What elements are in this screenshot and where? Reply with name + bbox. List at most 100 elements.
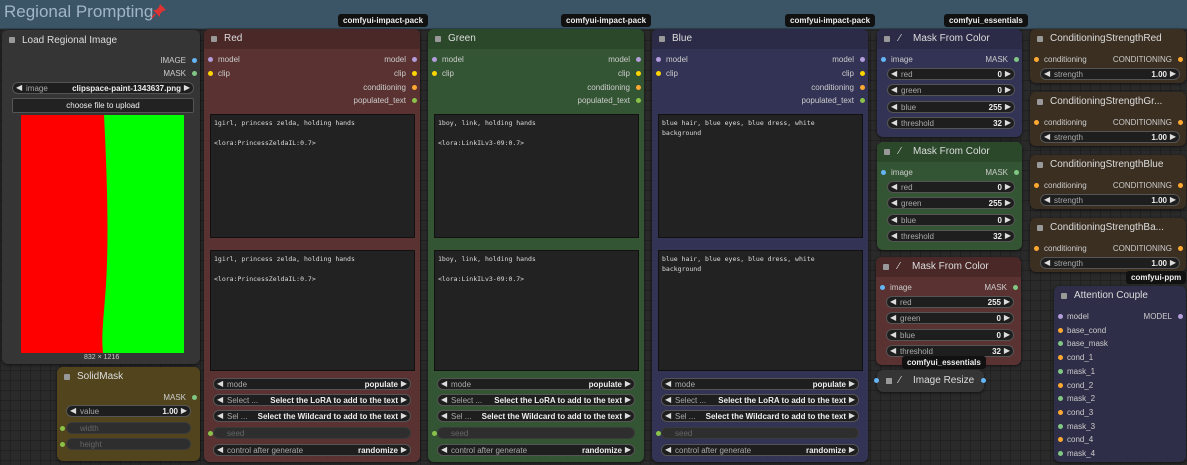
input-conditioning-port[interactable] (1034, 120, 1039, 125)
conditioning-strength-node-blue[interactable]: ConditioningStrengthBlue conditioning CO… (1030, 155, 1186, 209)
threshold-input[interactable]: ◀ threshold 32 ▶ (887, 230, 1015, 242)
mode-select[interactable]: ◀ mode populate ▶ (661, 378, 859, 390)
input-cond-4-port[interactable] (1058, 437, 1063, 443)
input-conditioning-port[interactable] (1034, 246, 1039, 251)
lora-select[interactable]: ◀ Select ... Select the LoRA to add to the… (213, 394, 411, 406)
input-cond-2-port[interactable] (1058, 382, 1063, 388)
arrow-right-icon[interactable]: ▶ (1004, 102, 1011, 111)
green-input[interactable]: ◀ green 0 ▶ (886, 312, 1014, 324)
populated-text-area[interactable]: blue hair, blue eyes, blue dress, white … (658, 250, 863, 371)
node-title-bar[interactable]: ⁄ Mask From Color (877, 142, 1022, 162)
input-image-port[interactable] (880, 285, 885, 290)
input-image-port[interactable] (881, 170, 886, 175)
output-mask-port[interactable] (192, 71, 197, 76)
collapse-icon[interactable] (883, 264, 889, 270)
input-clip-port[interactable] (208, 71, 213, 76)
node-title-bar[interactable]: ConditioningStrengthGr... (1030, 92, 1186, 112)
node-title-bar[interactable]: SolidMask (57, 367, 200, 387)
input-image-port[interactable] (881, 57, 886, 62)
collapse-icon[interactable] (435, 36, 441, 42)
collapse-icon[interactable] (1037, 99, 1043, 105)
arrow-right-icon[interactable]: ▶ (848, 445, 855, 454)
arrow-left-icon[interactable]: ◀ (217, 445, 224, 454)
input-model-port[interactable] (208, 57, 213, 62)
output-image-port[interactable] (192, 58, 197, 63)
arrow-left-icon[interactable]: ◀ (890, 346, 897, 355)
collapse-icon[interactable] (9, 37, 15, 43)
lora-select[interactable]: ◀ Select ... Select the LoRA to add to the… (437, 394, 635, 406)
output-mask-port[interactable] (1014, 170, 1019, 175)
output-conditioning-port[interactable] (412, 85, 417, 90)
conditioning-strength-node-red[interactable]: ConditioningStrengthRed conditioning CON… (1030, 29, 1186, 83)
arrow-right-icon[interactable]: ▶ (1004, 69, 1011, 78)
wildcard-text-area[interactable]: 1boy, link, holding hands <lora:LinkILv3… (434, 114, 639, 238)
arrow-right-icon[interactable]: ▶ (400, 379, 407, 388)
prompt-node-green[interactable]: Green model clip model clip conditioning… (428, 29, 644, 462)
input-mask-1-port[interactable] (1058, 368, 1063, 374)
seed-port[interactable] (656, 431, 661, 436)
output-model-port[interactable] (412, 57, 417, 62)
seed-input[interactable]: seed (213, 427, 411, 439)
arrow-left-icon[interactable]: ◀ (891, 85, 898, 94)
control-after-generate-select[interactable]: ◀ control after generate randomize ▶ (213, 444, 411, 456)
output-populated-text-port[interactable] (636, 98, 641, 103)
arrow-left-icon[interactable]: ◀ (891, 198, 898, 207)
arrow-right-icon[interactable]: ▶ (848, 395, 855, 404)
wildcard-text-area[interactable]: blue hair, blue eyes, blue dress, white … (658, 114, 863, 238)
output-model-port[interactable] (860, 57, 865, 62)
lora-select[interactable]: ◀ Select ... Select the LoRA to add to the… (661, 394, 859, 406)
arrow-right-icon[interactable]: ▶ (1004, 215, 1011, 224)
attention-couple-node[interactable]: Attention Couple MODEL model base_cond bas… (1054, 286, 1186, 462)
arrow-left-icon[interactable]: ◀ (441, 445, 448, 454)
arrow-right-icon[interactable]: ▶ (1004, 182, 1011, 191)
arrow-right-icon[interactable]: ▶ (1004, 118, 1011, 127)
upload-button[interactable]: choose file to upload (12, 98, 194, 113)
output-conditioning-port[interactable] (1178, 57, 1183, 62)
arrow-left-icon[interactable]: ◀ (217, 411, 224, 420)
seed-port[interactable] (432, 431, 437, 436)
arrow-left-icon[interactable]: ◀ (70, 406, 77, 415)
output-conditioning-port[interactable] (860, 85, 865, 90)
width-input[interactable]: width (66, 422, 191, 434)
arrow-right-icon[interactable]: ▶ (624, 379, 631, 388)
node-title-bar[interactable]: ConditioningStrengthRed (1030, 29, 1186, 49)
node-title-bar[interactable]: ConditioningStrengthBa... (1030, 218, 1186, 238)
seed-port[interactable] (208, 431, 213, 436)
arrow-left-icon[interactable]: ◀ (891, 69, 898, 78)
arrow-right-icon[interactable]: ▶ (1003, 313, 1010, 322)
input-conditioning-port[interactable] (1034, 183, 1039, 188)
node-title-bar[interactable]: Red (204, 29, 420, 49)
arrow-right-icon[interactable]: ▶ (624, 411, 631, 420)
output-image-port[interactable] (981, 378, 986, 383)
arrow-left-icon[interactable]: ◀ (441, 395, 448, 404)
blue-input[interactable]: ◀ blue 0 ▶ (887, 214, 1015, 226)
populated-text-area[interactable]: 1girl, princess zelda, holding hands <lo… (210, 250, 415, 371)
output-conditioning-port[interactable] (1178, 183, 1183, 188)
input-conditioning-port[interactable] (1034, 57, 1039, 62)
arrow-right-icon[interactable]: ▶ (624, 445, 631, 454)
arrow-left-icon[interactable]: ◀ (890, 330, 897, 339)
solidmask-node[interactable]: SolidMask MASK ◀ value 1.00 ▶ width height (57, 367, 200, 461)
height-port[interactable] (60, 442, 65, 447)
arrow-right-icon[interactable]: ▶ (1004, 198, 1011, 207)
arrow-right-icon[interactable]: ▶ (400, 395, 407, 404)
output-model-port[interactable] (636, 57, 641, 62)
arrow-left-icon[interactable]: ◀ (1044, 195, 1051, 204)
output-model-port[interactable] (1178, 314, 1183, 319)
output-populated-text-port[interactable] (412, 98, 417, 103)
mask-from-color-node-green[interactable]: ⁄ Mask From Color image MASK ◀ red 0 ▶ ◀ gree… (877, 142, 1022, 250)
collapse-icon[interactable] (211, 36, 217, 42)
arrow-left-icon[interactable]: ◀ (665, 411, 672, 420)
arrow-right-icon[interactable]: ▶ (1003, 297, 1010, 306)
arrow-left-icon[interactable]: ◀ (665, 395, 672, 404)
node-title-bar[interactable]: ⁄ Mask From Color (876, 257, 1021, 277)
arrow-right-icon[interactable]: ▶ (180, 406, 187, 415)
arrow-right-icon[interactable]: ▶ (624, 395, 631, 404)
prompt-node-blue[interactable]: Blue model clip model clip conditioning … (652, 29, 868, 462)
strength-input[interactable]: ◀ strength 1.00 ▶ (1040, 257, 1180, 269)
arrow-left-icon[interactable]: ◀ (1044, 69, 1051, 78)
image-resize-node[interactable]: ⁄ Image Resize (874, 370, 986, 392)
red-input[interactable]: ◀ red 0 ▶ (887, 181, 1015, 193)
output-conditioning-port[interactable] (1178, 120, 1183, 125)
collapse-icon[interactable] (1037, 36, 1043, 42)
